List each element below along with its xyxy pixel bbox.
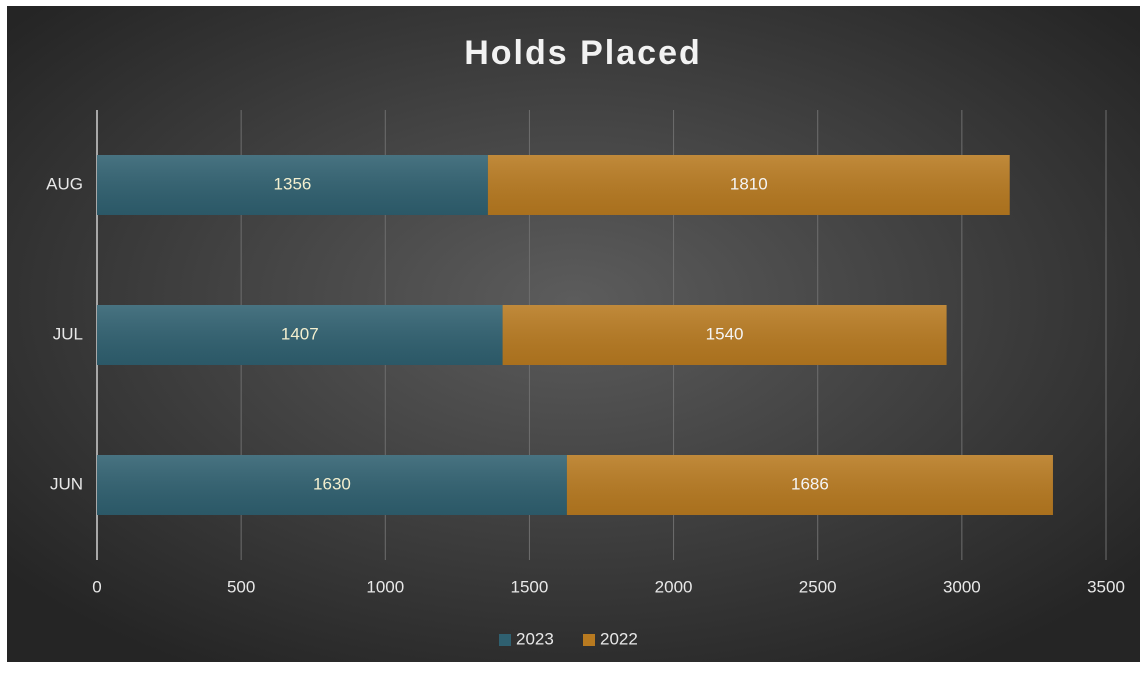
x-tick-label: 3000: [943, 577, 981, 596]
data-label: 1540: [706, 324, 744, 343]
x-tick-label: 500: [227, 577, 255, 596]
x-tick-label: 2500: [799, 577, 837, 596]
x-tick-label: 0: [92, 577, 101, 596]
data-label: 1686: [791, 474, 829, 493]
x-tick-label: 1000: [366, 577, 404, 596]
bar-shade: [97, 305, 503, 365]
x-tick-label: 2000: [655, 577, 693, 596]
legend-label: 2022: [600, 629, 638, 648]
bar-shade: [487, 155, 1010, 215]
data-label: 1630: [313, 474, 351, 493]
y-tick-label: JUN: [50, 474, 83, 493]
data-label: 1810: [730, 174, 768, 193]
legend-swatch: [583, 634, 595, 646]
y-tick-label: AUG: [46, 174, 83, 193]
data-label: 1356: [274, 174, 312, 193]
chart-title: Holds Placed: [464, 34, 702, 72]
y-tick-label: JUL: [53, 324, 83, 343]
legend-label: 2023: [516, 629, 554, 648]
bar-shade: [566, 455, 1053, 515]
x-tick-label: 3500: [1087, 577, 1125, 596]
x-tick-label: 1500: [511, 577, 549, 596]
legend-swatch: [499, 634, 511, 646]
bar-shade: [97, 155, 488, 215]
bar-shade: [502, 305, 947, 365]
bar-shade: [97, 455, 567, 515]
data-label: 1407: [281, 324, 319, 343]
